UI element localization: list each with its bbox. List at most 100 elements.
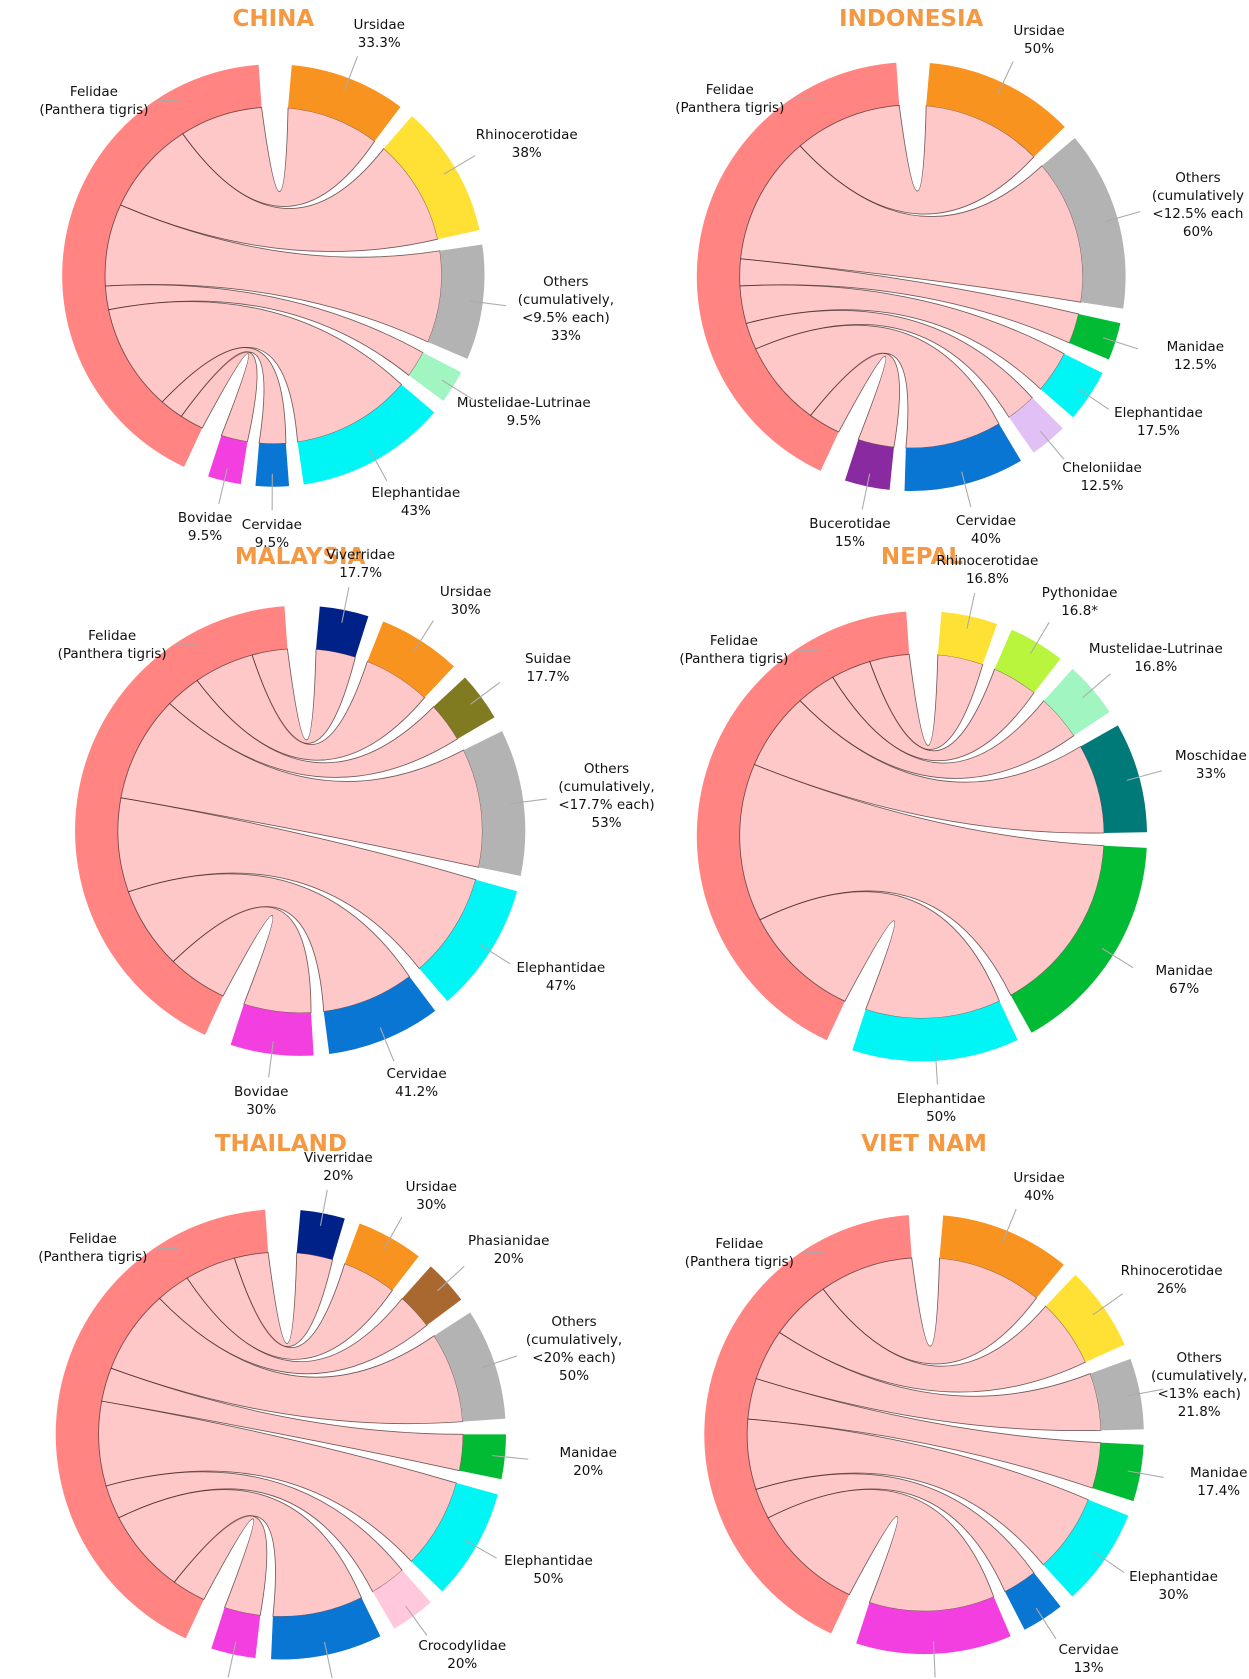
segment-arc	[297, 384, 435, 485]
leader-line	[1092, 1293, 1123, 1316]
segment-name: Elephantidae	[504, 1552, 593, 1569]
segment-label: Ursidae 30%	[406, 1178, 457, 1214]
segment-arc	[208, 435, 248, 485]
segment-arc	[344, 1223, 419, 1291]
value-label: 50%	[559, 1367, 590, 1384]
ribbon	[98, 1400, 458, 1563]
segment-arc	[937, 611, 998, 665]
segment-label: Cervidae 40%	[956, 512, 1016, 548]
value-label: 60%	[1182, 224, 1213, 241]
segment-arc	[463, 731, 526, 876]
segment-name: Viverridae	[303, 1149, 373, 1166]
segment-name: Manidae	[1155, 963, 1213, 980]
leader-line	[464, 1539, 497, 1559]
segment-name: Suidae	[524, 651, 572, 668]
value-label: 33%	[1195, 765, 1226, 782]
segment-label: Elephantidae 43%	[371, 484, 460, 520]
leader-line	[218, 468, 228, 504]
chart-title: CHINA	[232, 6, 315, 33]
segment-label: Viverridae 17.7%	[326, 546, 395, 582]
segment-arc	[433, 677, 495, 739]
segment-name: Cervidae	[955, 512, 1017, 529]
segment-arc	[904, 423, 1021, 491]
segment-label: Suidae 17.7%	[525, 650, 571, 686]
value-label: 16.8*	[1061, 603, 1099, 620]
leader-line	[1104, 211, 1141, 223]
ribbon	[755, 324, 1000, 449]
ribbon	[740, 145, 1084, 303]
segment-name: Moschidae	[1175, 747, 1247, 764]
segment-label: Mustelidae-Lutrinae 9.5%	[457, 394, 591, 430]
leader-line	[319, 1189, 328, 1226]
segment-name: Ursidae	[405, 1179, 457, 1196]
source-arc	[696, 62, 900, 471]
value-label: 50%	[533, 1570, 564, 1587]
source-name: Felidae (Panthera tigris)	[57, 627, 167, 662]
segment-arc	[1045, 1274, 1125, 1363]
value-label: 30%	[450, 601, 481, 618]
segment-name: Rhinocerotidae	[936, 553, 1039, 570]
leader-line	[479, 943, 511, 965]
segment-name: Cervidae	[1058, 1641, 1119, 1658]
value-label: 9.5%	[187, 527, 223, 544]
leader-line	[1101, 947, 1134, 969]
segment-label: Bovidae 9.5%	[178, 509, 232, 545]
leader-line	[934, 1047, 938, 1085]
value-label: 38%	[511, 144, 542, 161]
segment-arc	[427, 244, 485, 359]
value-label: 15%	[834, 533, 865, 550]
chart-title: VIET NAM	[861, 1130, 987, 1157]
value-label: 20%	[323, 1167, 354, 1184]
value-label: 20%	[573, 1462, 604, 1479]
segment-arc	[1009, 397, 1063, 453]
source-name: Felidae (Panthera tigris)	[39, 83, 149, 118]
source-label: Felidae (Panthera tigris)	[675, 81, 784, 117]
segment-arc	[288, 65, 401, 142]
segment-arc	[1090, 1358, 1144, 1431]
ribbon	[104, 284, 424, 376]
segment-label: Cervidae 41.2%	[387, 1065, 447, 1101]
value-label: 26%	[1156, 1281, 1187, 1298]
segment-arc	[383, 116, 480, 240]
source-arc	[55, 1209, 269, 1639]
ribbon	[118, 1489, 363, 1617]
source-label: Felidae (Panthera tigris)	[679, 632, 788, 668]
ribbon	[120, 703, 483, 868]
segment-label: Cervidae 13%	[1058, 1641, 1118, 1677]
leader-line	[1035, 1607, 1057, 1640]
leader-line	[1001, 1208, 1017, 1244]
segment-arc	[1043, 1499, 1129, 1597]
segment-name: Elephantidae	[896, 1090, 986, 1107]
value-label: 43%	[400, 502, 431, 519]
leader-line	[368, 448, 388, 482]
segment-arc	[1010, 845, 1147, 1033]
leader-line	[1126, 770, 1163, 781]
segment-arc	[411, 1483, 498, 1592]
segment-label: Others (cumulatively, <20% each) 50%	[526, 1313, 622, 1385]
segment-arc	[419, 879, 518, 1002]
source-arc	[75, 606, 288, 1035]
segment-name: Manidae	[559, 1444, 617, 1461]
segment-label: Elephantidae 47%	[516, 959, 605, 995]
segment-label: Elephantidae 17.5%	[1114, 404, 1203, 440]
segment-arc	[852, 1001, 1018, 1062]
segment-name: Others (cumulatively, <9.5% each)	[517, 273, 615, 326]
value-label: 17.7%	[339, 564, 383, 581]
leader-line	[861, 473, 871, 510]
segment-arc	[1042, 137, 1126, 309]
value-label: 30%	[1158, 1587, 1189, 1604]
segment-label: Rhinocerotidae 16.8%	[936, 552, 1038, 588]
leader-line	[482, 1355, 518, 1368]
value-label: 33%	[550, 327, 581, 344]
segment-label: Cheloniidae 12.5%	[1062, 459, 1142, 495]
segment-name: Bucerotidae	[809, 515, 891, 532]
leader-line	[469, 300, 507, 307]
leader-line	[1093, 1551, 1125, 1574]
segment-arc	[434, 1312, 506, 1422]
segment-name: Others (cumulatively, <20% each)	[525, 1313, 623, 1366]
source-name: Felidae (Panthera tigris)	[679, 633, 789, 668]
segment-label: Ursidae 30%	[440, 583, 491, 619]
value-label: 12.5%	[1080, 478, 1124, 495]
segment-name: Cervidae	[241, 516, 302, 533]
segment-name: Others (cumulatively, <17.7% each)	[558, 760, 655, 813]
